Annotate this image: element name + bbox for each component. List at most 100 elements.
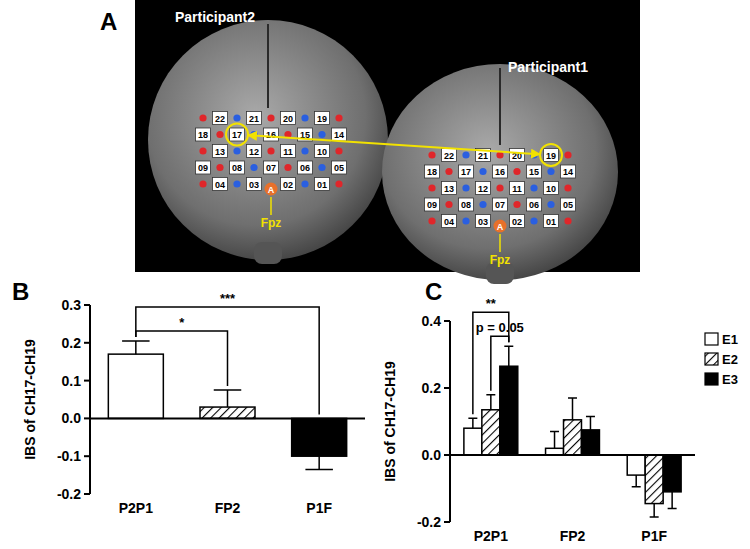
optode bbox=[301, 114, 308, 121]
channel-box bbox=[213, 145, 228, 158]
bar bbox=[564, 420, 582, 455]
x-axis bbox=[450, 454, 695, 456]
reference-line bbox=[270, 197, 272, 215]
channel-label: 07 bbox=[495, 200, 505, 210]
optode bbox=[462, 151, 469, 158]
channel-label: 21 bbox=[249, 114, 259, 124]
optode bbox=[479, 201, 486, 208]
highlight-circle bbox=[226, 124, 248, 146]
legend-label: E2 bbox=[722, 352, 738, 367]
brain-shape bbox=[382, 64, 618, 280]
participant-label: Participant1 bbox=[508, 59, 588, 75]
channel-label: 11 bbox=[283, 147, 293, 157]
channel-box bbox=[459, 198, 474, 211]
y-tick bbox=[84, 380, 90, 382]
optode bbox=[496, 184, 503, 191]
highlight-circle bbox=[540, 144, 562, 166]
channel-label: 13 bbox=[444, 184, 454, 194]
bar bbox=[464, 428, 482, 455]
channel-box bbox=[230, 161, 245, 174]
channel-label: 08 bbox=[461, 200, 471, 210]
figure: ABCAFpz222120191817161514131211100908070… bbox=[0, 0, 750, 549]
channel-label: 19 bbox=[546, 151, 556, 161]
channel-box bbox=[264, 161, 279, 174]
legend-label: E3 bbox=[722, 372, 738, 387]
channel-label: 12 bbox=[478, 184, 488, 194]
optode bbox=[547, 168, 554, 175]
bar bbox=[108, 354, 163, 418]
channel-label: 13 bbox=[215, 147, 225, 157]
channel-box bbox=[476, 182, 491, 195]
y-tick bbox=[444, 454, 450, 456]
channel-label: 14 bbox=[334, 130, 344, 140]
channel-label: 04 bbox=[215, 180, 225, 190]
optode bbox=[199, 147, 206, 154]
channel-label: 22 bbox=[444, 151, 454, 161]
channel-box bbox=[332, 161, 347, 174]
significance-label: ** bbox=[486, 296, 497, 311]
channel-box bbox=[264, 128, 279, 141]
midline bbox=[499, 68, 501, 145]
channel-label: 07 bbox=[266, 163, 276, 173]
error-bar bbox=[632, 475, 641, 487]
error-bar bbox=[650, 504, 659, 517]
y-tick bbox=[84, 493, 90, 495]
x-tick-label: FP2 bbox=[215, 500, 241, 516]
connection-arrow bbox=[249, 135, 539, 154]
channel-box bbox=[527, 165, 542, 178]
legend-swatch bbox=[705, 373, 718, 385]
channel-label: 10 bbox=[546, 184, 556, 194]
channel-label: 04 bbox=[444, 217, 454, 227]
significance-bracket bbox=[491, 336, 509, 391]
bar bbox=[482, 410, 500, 455]
optode bbox=[462, 217, 469, 224]
y-axis-title: IBS of CH17-CH19 bbox=[22, 339, 38, 460]
brain: AFpz222120191817161514131211100908070605… bbox=[382, 59, 618, 284]
optode bbox=[445, 168, 452, 175]
channel-box bbox=[298, 161, 313, 174]
channel-box bbox=[315, 178, 330, 191]
optode bbox=[267, 147, 274, 154]
optode bbox=[199, 114, 206, 121]
channel-box bbox=[247, 145, 262, 158]
channel-label: 08 bbox=[232, 163, 242, 173]
channel-box bbox=[315, 112, 330, 125]
channel-box bbox=[493, 165, 508, 178]
channel-box bbox=[510, 149, 525, 162]
optode bbox=[301, 180, 308, 187]
channel-box bbox=[281, 145, 296, 158]
optode bbox=[267, 114, 274, 121]
optode bbox=[513, 201, 520, 208]
optode bbox=[335, 147, 342, 154]
error-bar bbox=[568, 398, 577, 420]
optode bbox=[530, 217, 537, 224]
significance-label: * bbox=[179, 315, 185, 330]
optode bbox=[199, 180, 206, 187]
optode bbox=[216, 164, 223, 171]
x-tick-label: P2P1 bbox=[474, 528, 508, 544]
y-tick-label: 0.2 bbox=[422, 380, 442, 396]
y-tick bbox=[84, 304, 90, 306]
channel-box bbox=[544, 149, 559, 162]
error-bar bbox=[550, 432, 559, 449]
channel-label: 02 bbox=[512, 217, 522, 227]
channel-box bbox=[544, 215, 559, 228]
channel-label: 19 bbox=[317, 114, 327, 124]
channel-label: 09 bbox=[427, 200, 437, 210]
channel-box bbox=[247, 112, 262, 125]
error-bar bbox=[486, 395, 495, 410]
optode bbox=[530, 184, 537, 191]
channel-box bbox=[459, 165, 474, 178]
channel-label: 17 bbox=[461, 167, 471, 177]
optode bbox=[301, 147, 308, 154]
optode bbox=[318, 164, 325, 171]
panel-label: B bbox=[12, 278, 29, 305]
reference-optode-label: A bbox=[497, 222, 504, 232]
optode bbox=[428, 184, 435, 191]
optode bbox=[318, 131, 325, 138]
channel-label: 05 bbox=[563, 200, 573, 210]
x-tick-label: P1F bbox=[306, 500, 332, 516]
channel-label: 18 bbox=[198, 130, 208, 140]
error-bar bbox=[214, 390, 242, 407]
bar bbox=[546, 448, 564, 455]
